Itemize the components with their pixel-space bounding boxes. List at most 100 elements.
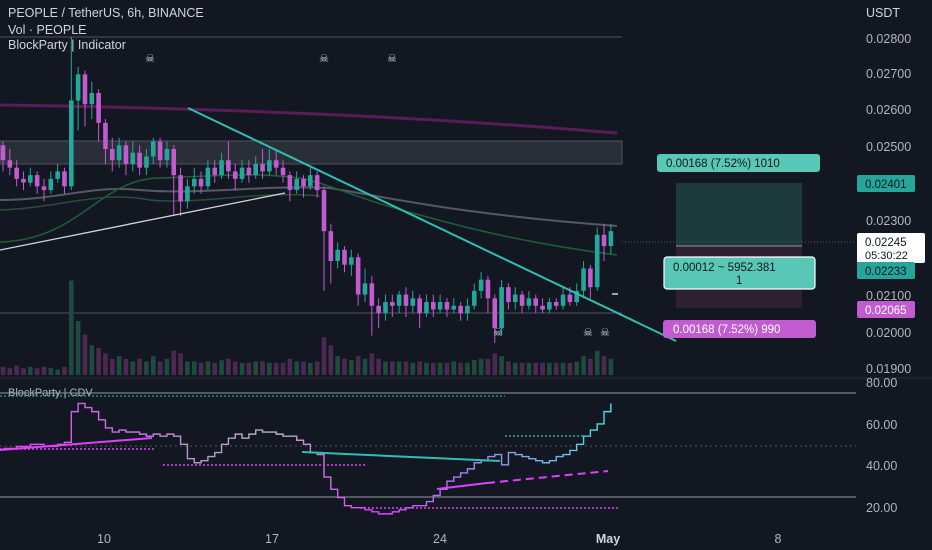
candle-body	[547, 302, 552, 310]
candle-body	[69, 100, 74, 187]
candle-body	[219, 160, 224, 176]
volume-bar	[499, 356, 504, 375]
volume-bar	[41, 366, 47, 375]
candle-body	[540, 305, 545, 310]
time-tick: 17	[265, 532, 279, 546]
candle-body	[567, 294, 573, 303]
volume-bar	[185, 361, 190, 375]
bull-skull-icon: ☠	[583, 326, 593, 339]
volume-bar	[123, 358, 129, 375]
bear-skull-icon: ☠	[387, 52, 397, 65]
volume-bar	[239, 362, 245, 375]
indicator-label[interactable]: BlockParty | Indicator	[8, 38, 126, 52]
descending-trendline[interactable]	[187, 107, 677, 342]
stop-label-box[interactable]	[663, 320, 816, 338]
candle-body	[390, 302, 395, 306]
volume-bar	[82, 334, 88, 375]
volume-bar	[478, 358, 484, 375]
volume-bar	[96, 348, 101, 375]
volume-bar	[321, 337, 327, 375]
candle-body	[471, 290, 477, 306]
volume-bar	[417, 361, 422, 375]
volume-bar	[314, 361, 320, 375]
candle-body	[273, 160, 279, 168]
candle-body	[410, 298, 416, 306]
volume-bar	[191, 361, 197, 375]
cdv-magenta-trend-1	[0, 437, 153, 451]
price-axis[interactable]: USDT 0.02800 0.02700 0.02600 0.02500 0.0…	[866, 6, 911, 376]
time-axis[interactable]: 10 17 24 May 8	[97, 532, 781, 546]
volume-bar	[246, 362, 252, 375]
volume-bar	[362, 358, 368, 375]
volume-bar	[178, 353, 183, 375]
candle-body	[355, 257, 361, 295]
ascending-trendline[interactable]	[0, 192, 286, 251]
volume-bar	[219, 360, 224, 375]
volume-bar	[130, 361, 136, 375]
position-label-box[interactable]	[663, 256, 816, 290]
price-tick: 0.02100	[866, 289, 911, 303]
volume-bar	[226, 358, 231, 375]
time-tick: 8	[775, 532, 782, 546]
candle-body	[526, 298, 532, 306]
volume-bar	[273, 362, 279, 375]
candle-body	[198, 178, 204, 187]
candle-body	[123, 145, 129, 164]
candle-body	[150, 141, 156, 157]
candle-body	[485, 279, 491, 299]
volume-bar	[69, 280, 74, 375]
volume-bar	[608, 358, 614, 375]
volume-bar	[581, 356, 586, 375]
volume-bar	[471, 360, 477, 375]
volume-bar	[601, 356, 607, 375]
entry-price-tag	[857, 262, 915, 279]
volume-bar	[567, 362, 573, 375]
candle-body	[62, 171, 67, 187]
candle-body	[308, 175, 313, 187]
price-tick: 0.02600	[866, 103, 911, 117]
volume-bar	[355, 356, 361, 375]
candle-body	[89, 93, 95, 105]
volume-bar	[48, 368, 54, 375]
candle-body	[14, 167, 19, 179]
target-price-text: 0.02401	[865, 179, 907, 191]
candle-body	[260, 163, 265, 172]
volume-bar	[519, 362, 525, 375]
volume-bar	[349, 360, 354, 375]
volume-bar	[14, 365, 19, 375]
candle-body	[396, 294, 402, 306]
volume-bar	[403, 361, 409, 375]
volume-bar	[376, 358, 381, 375]
volume-bar	[383, 361, 388, 375]
candle-body	[239, 167, 245, 179]
candle-body	[28, 175, 33, 183]
candle-body	[581, 268, 586, 291]
target-price-tag	[857, 175, 915, 192]
candle-body	[280, 167, 286, 176]
candle-body	[321, 190, 327, 232]
lower-axis: 80.00 60.00 40.00 20.00	[866, 376, 897, 515]
volume-bar	[308, 362, 313, 375]
cdv-tick: 40.00	[866, 459, 897, 473]
volume-bar	[157, 361, 163, 375]
target-zone	[676, 183, 802, 246]
volume-label: Vol · PEOPLE	[8, 23, 87, 37]
volume-bar	[547, 362, 552, 375]
candle-body	[185, 186, 190, 202]
target-label-box[interactable]	[657, 154, 820, 172]
volume-bar	[506, 361, 511, 375]
bear-skull-icon: ☠	[145, 52, 155, 65]
candle-body	[287, 175, 293, 191]
position-label-line2: 1	[736, 275, 742, 287]
candle-body	[75, 74, 81, 101]
volume-bar	[0, 366, 6, 375]
volume-bar	[28, 366, 33, 375]
candle-body	[82, 74, 88, 105]
candle-body	[116, 145, 122, 161]
candle-body	[328, 231, 334, 261]
ma-gray-line	[0, 186, 618, 227]
volume-bar	[560, 362, 566, 375]
volume-bar	[116, 356, 122, 375]
price-tick: 0.01900	[866, 362, 911, 376]
